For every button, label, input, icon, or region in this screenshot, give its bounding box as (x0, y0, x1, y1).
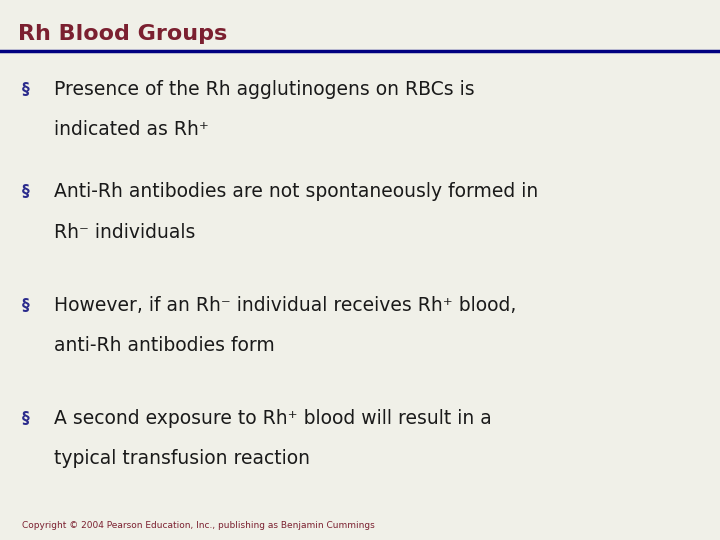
Text: anti-Rh antibodies form: anti-Rh antibodies form (54, 336, 275, 355)
Text: §: § (22, 298, 30, 313)
Text: A second exposure to Rh⁺ blood will result in a: A second exposure to Rh⁺ blood will resu… (54, 409, 492, 428)
Text: Rh⁻ individuals: Rh⁻ individuals (54, 222, 195, 242)
Text: Presence of the Rh agglutinogens on RBCs is: Presence of the Rh agglutinogens on RBCs… (54, 79, 474, 99)
Text: However, if an Rh⁻ individual receives Rh⁺ blood,: However, if an Rh⁻ individual receives R… (54, 295, 516, 315)
Text: Anti-Rh antibodies are not spontaneously formed in: Anti-Rh antibodies are not spontaneously… (54, 182, 539, 201)
Text: indicated as Rh⁺: indicated as Rh⁺ (54, 120, 209, 139)
Text: typical transfusion reaction: typical transfusion reaction (54, 449, 310, 469)
Text: Copyright © 2004 Pearson Education, Inc., publishing as Benjamin Cummings: Copyright © 2004 Pearson Education, Inc.… (22, 521, 374, 530)
Text: Rh Blood Groups: Rh Blood Groups (18, 24, 228, 44)
Text: §: § (22, 184, 30, 199)
Text: §: § (22, 82, 30, 97)
Text: §: § (22, 411, 30, 426)
